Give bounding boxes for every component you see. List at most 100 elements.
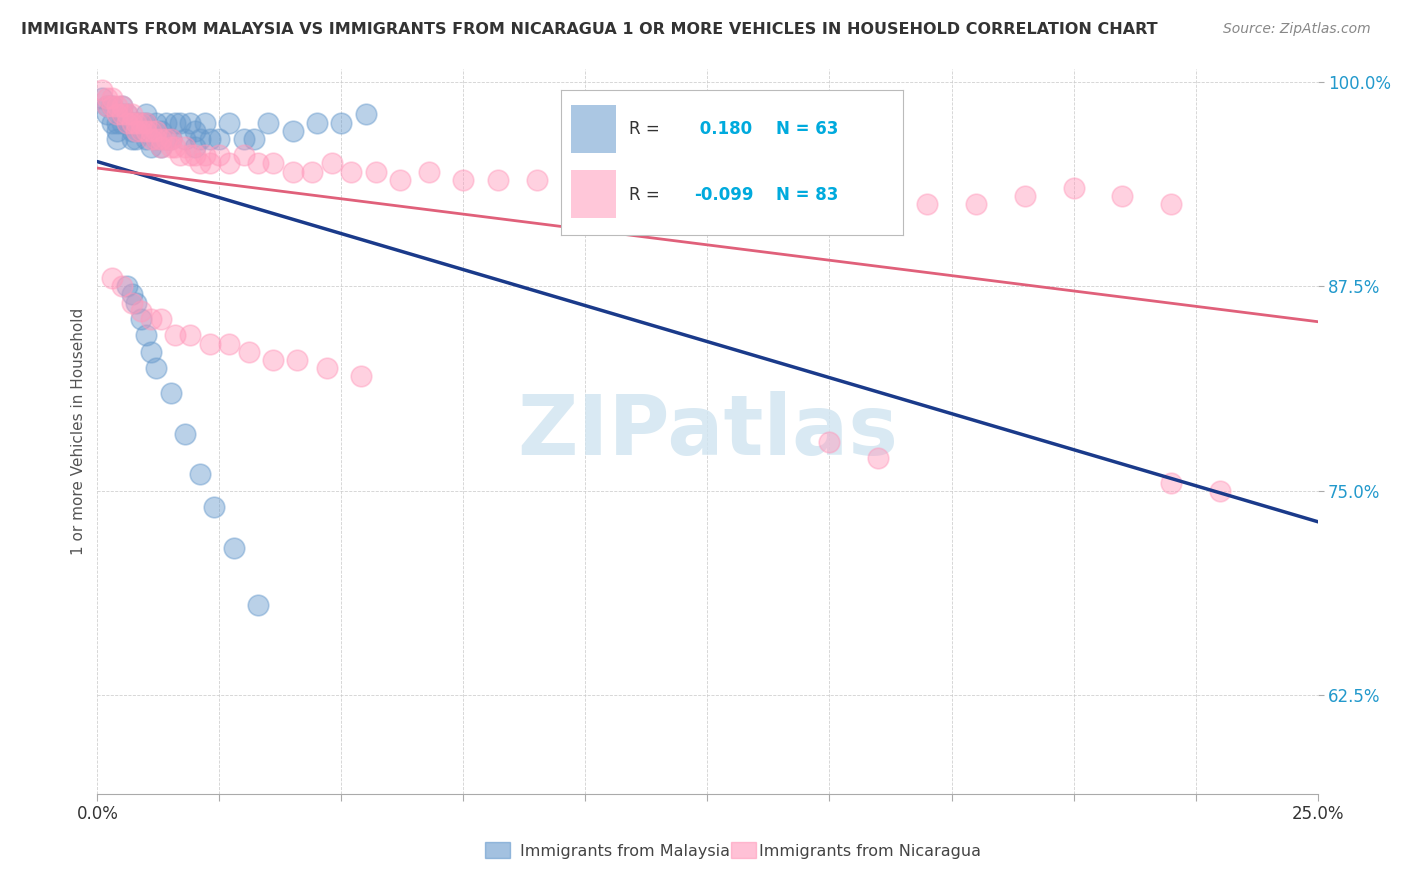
Point [364,164,387,178]
Point [321,156,343,170]
Point [569,181,592,195]
Point [139,140,162,154]
Point [184,124,207,138]
Point [125,115,148,129]
Point [115,115,138,129]
Point [198,336,221,351]
Point [135,115,157,129]
Point [135,132,157,146]
Point [1209,483,1232,498]
Point [159,132,181,146]
Point [238,344,260,359]
Point [188,467,211,482]
Point [129,115,152,129]
Point [96,107,118,121]
Point [145,361,167,376]
Point [105,99,128,113]
Point [354,107,377,121]
Point [218,336,240,351]
Point [121,115,143,129]
Point [315,361,337,376]
Point [121,107,143,121]
Point [135,124,157,138]
Point [188,156,211,170]
Point [135,328,157,343]
Point [198,156,221,170]
Point [121,115,143,129]
Point [218,156,240,170]
Point [105,115,128,129]
Point [125,124,148,138]
Point [96,99,118,113]
Point [388,173,411,187]
Point [129,124,152,138]
Point [247,156,270,170]
Point [179,115,201,129]
Point [340,164,363,178]
Point [232,132,254,146]
Point [1063,181,1085,195]
Point [174,426,197,441]
Point [165,115,187,129]
Point [135,115,157,129]
Point [232,148,254,162]
Point [184,148,207,162]
Point [91,91,114,105]
Point [139,124,162,138]
Point [808,189,831,203]
Point [149,124,172,138]
Point [101,91,124,105]
Point [287,352,309,367]
Point [350,369,373,384]
Point [711,181,734,195]
Point [159,140,181,154]
Point [125,295,148,310]
Point [111,279,134,293]
Y-axis label: 1 or more Vehicles in Household: 1 or more Vehicles in Household [72,308,86,555]
Point [1160,197,1182,211]
Point [208,148,231,162]
Point [262,352,284,367]
Point [453,173,475,187]
Point [155,132,177,146]
Point [165,140,187,154]
Point [115,279,138,293]
Point [486,173,509,187]
Point [965,197,987,211]
Point [1160,475,1182,490]
Point [129,303,152,318]
Point [121,287,143,301]
Point [96,91,118,105]
Point [526,173,548,187]
Point [145,115,167,129]
Point [174,132,197,146]
Point [149,140,172,154]
Text: IMMIGRANTS FROM MALAYSIA VS IMMIGRANTS FROM NICARAGUA 1 OR MORE VEHICLES IN HOUS: IMMIGRANTS FROM MALAYSIA VS IMMIGRANTS F… [21,22,1157,37]
Point [111,107,134,121]
Point [111,115,134,129]
Point [281,124,304,138]
Text: Immigrants from Malaysia: Immigrants from Malaysia [520,845,730,859]
Point [105,132,128,146]
Point [418,164,440,178]
Point [101,99,124,113]
Point [174,140,197,154]
Point [129,115,152,129]
Point [91,83,114,97]
Point [247,599,270,613]
Point [111,107,134,121]
Point [204,500,226,515]
Point [125,132,148,146]
Point [198,132,221,146]
Point [96,99,118,113]
Text: ZIPatlas: ZIPatlas [517,391,898,472]
Point [121,124,143,138]
Point [281,164,304,178]
Point [262,156,284,170]
Point [111,99,134,113]
Point [149,312,172,326]
Point [1014,189,1036,203]
Text: Immigrants from Nicaragua: Immigrants from Nicaragua [759,845,981,859]
Point [858,189,880,203]
Point [868,451,890,466]
